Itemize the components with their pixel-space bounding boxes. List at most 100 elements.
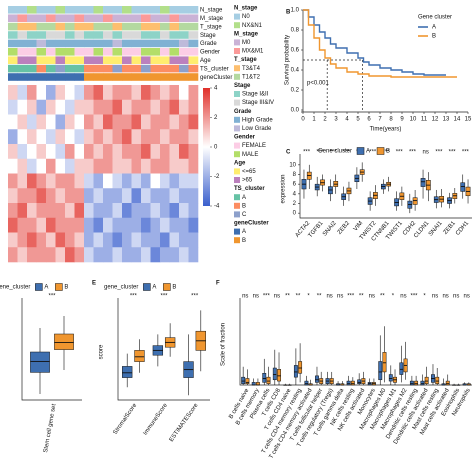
legend-label: A <box>242 229 246 235</box>
heatmap-cell <box>150 129 161 145</box>
heatmap-cell <box>188 129 199 145</box>
box <box>409 380 414 386</box>
annotation-cell <box>65 48 75 56</box>
annotation-cell <box>188 6 199 14</box>
x-tick-label: SNAI2 <box>322 220 338 238</box>
heatmap-cell <box>103 129 113 145</box>
legend-label: M0 <box>242 40 251 46</box>
legend-swatch <box>234 237 240 244</box>
heatmap-cell <box>27 203 37 219</box>
heatmap-cell <box>84 144 94 160</box>
heatmap-cell <box>112 114 123 130</box>
significance-label: * <box>392 294 395 300</box>
legend-title: Age <box>234 160 246 166</box>
heatmap-cell <box>141 217 151 233</box>
heatmap-cell <box>8 173 18 189</box>
heatmap-cell <box>93 99 104 115</box>
heatmap-cell <box>36 173 47 189</box>
annotation-cell <box>112 39 123 48</box>
annotation-cell <box>36 73 47 81</box>
box <box>245 378 250 384</box>
heatmap-cell <box>160 129 170 145</box>
box <box>424 376 429 384</box>
heatmap-cell <box>17 217 28 233</box>
x-tick-label: VIM <box>353 220 364 232</box>
heatmap-cell <box>27 217 37 233</box>
legend-label: B <box>432 34 436 40</box>
annotation-cell <box>46 39 56 48</box>
heatmap-cell <box>36 217 47 233</box>
annotation-cell <box>150 73 161 81</box>
annotation-cell <box>93 22 104 31</box>
annotation-cell <box>55 73 66 81</box>
heatmap-cell <box>27 158 37 174</box>
legend-label: Low Grade <box>242 126 272 132</box>
significance-label: *** <box>263 294 271 300</box>
heatmap-cell <box>141 85 151 101</box>
annotation-cell <box>27 22 37 31</box>
heatmap-cell <box>150 114 161 130</box>
heatmap-cell <box>160 188 170 204</box>
box <box>350 380 355 386</box>
heatmap-cell <box>160 232 170 248</box>
annotation-cell <box>103 56 113 64</box>
annotation-cell <box>169 6 180 14</box>
annotation-cell <box>179 6 189 14</box>
annotation-cell <box>84 22 94 31</box>
annotation-cell <box>93 64 104 73</box>
annotation-cell <box>131 64 142 73</box>
heatmap-cell <box>55 232 66 248</box>
heatmap-cell <box>141 188 151 204</box>
heatmap-cell <box>84 217 94 233</box>
heatmap-cell <box>169 129 180 145</box>
heatmap-cell <box>65 99 75 115</box>
heatmap-cell <box>179 232 189 248</box>
heatmap-cell <box>8 85 18 101</box>
annotation-cell <box>179 48 189 56</box>
significance-label: ns <box>423 150 429 156</box>
annotation-label: T_stage <box>200 24 222 30</box>
box <box>54 333 74 350</box>
heatmap-cell <box>84 173 94 189</box>
heatmap-cell <box>179 217 189 233</box>
significance-label: *** <box>435 150 443 156</box>
heatmap-cell <box>131 188 142 204</box>
heatmap-cell <box>131 114 142 130</box>
annotation-cell <box>179 64 189 73</box>
heatmap-cell <box>74 173 85 189</box>
significance-label: *** <box>449 150 457 156</box>
heatmap-cell <box>46 85 56 101</box>
annotation-cell <box>65 14 75 22</box>
annotation-cell <box>74 6 85 14</box>
annotation-cell <box>150 22 161 31</box>
annotation-cell <box>169 39 180 48</box>
axis-line <box>117 298 210 401</box>
heatmap-cell <box>141 114 151 130</box>
annotation-cell <box>179 14 189 22</box>
annotation-cell <box>84 56 94 64</box>
legend-label: Stage I&II <box>242 92 269 98</box>
annotation-cell <box>46 64 56 73</box>
annotation-label: Gender <box>200 50 220 56</box>
heatmap-cell <box>84 188 94 204</box>
legend-swatch <box>55 283 63 291</box>
annotation-cell <box>55 22 66 31</box>
heatmap-cell <box>74 129 85 145</box>
annotation-cell <box>169 14 180 22</box>
heatmap-cell <box>179 173 189 189</box>
heatmap-cell <box>17 85 28 101</box>
heatmap-cell <box>169 232 180 248</box>
heatmap-cell <box>112 232 123 248</box>
heatmap-cell <box>131 247 142 263</box>
significance-label: *** <box>347 294 355 300</box>
heatmap-cell <box>65 144 75 160</box>
annotation-cell <box>8 56 18 64</box>
heatmap-cell <box>141 144 151 160</box>
heatmap-cell <box>65 217 75 233</box>
significance-label: ns <box>400 294 406 300</box>
heatmap-cell <box>93 144 104 160</box>
x-tick-label: 7 <box>378 117 382 123</box>
annotation-cell <box>84 6 94 14</box>
x-tick-label: 13 <box>443 117 450 123</box>
